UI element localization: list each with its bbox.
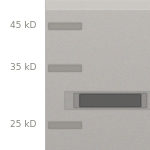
Bar	[48, 22, 81, 28]
Bar	[0, 0, 45, 150]
FancyBboxPatch shape	[80, 94, 141, 107]
Bar	[48, 64, 81, 71]
Text: 35 kD: 35 kD	[10, 63, 36, 72]
Bar	[48, 121, 81, 128]
FancyBboxPatch shape	[65, 92, 150, 110]
Text: 25 kD: 25 kD	[10, 120, 36, 129]
Bar	[48, 22, 81, 29]
FancyBboxPatch shape	[74, 93, 147, 108]
Bar	[48, 64, 81, 70]
Bar	[45, 0, 150, 9]
Bar	[48, 122, 81, 128]
Text: 45 kD: 45 kD	[10, 21, 36, 30]
